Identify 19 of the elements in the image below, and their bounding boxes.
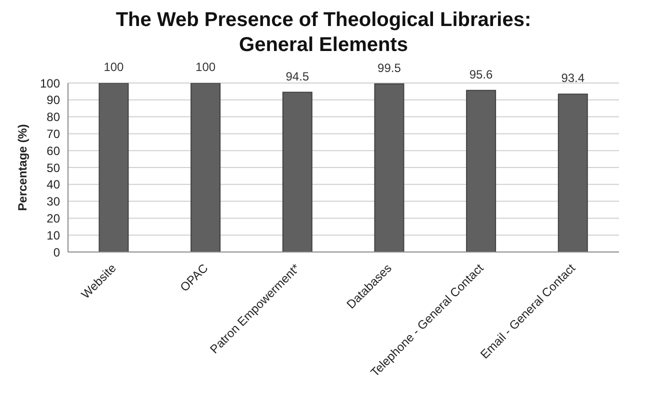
data-label: 95.6 [469, 67, 494, 82]
y-tick-label: 70 [46, 126, 60, 141]
y-tick-label: 80 [46, 110, 60, 124]
y-tick-label: 40 [46, 178, 60, 192]
y-tick-label: 10 [46, 228, 60, 242]
y-tick-label: 30 [46, 194, 60, 209]
y-tick-label: 50 [46, 160, 60, 175]
chart-title: The Web Presence of Theological Libraries: General Elements [114, 8, 532, 58]
data-label: 100 [196, 60, 216, 74]
y-tick-label: 90 [46, 93, 60, 108]
data-label: 100 [104, 60, 124, 74]
y-tick-label: 20 [46, 211, 60, 226]
y-tick-label: 100 [40, 76, 60, 90]
y-tick-label: 0 [53, 245, 60, 260]
data-label: 93.4 [561, 71, 585, 86]
y-tick-label: 60 [46, 144, 60, 158]
data-label: 94.5 [286, 69, 310, 84]
y-axis-title: Percentage (%) [15, 124, 30, 211]
data-label: 99.5 [378, 60, 402, 75]
